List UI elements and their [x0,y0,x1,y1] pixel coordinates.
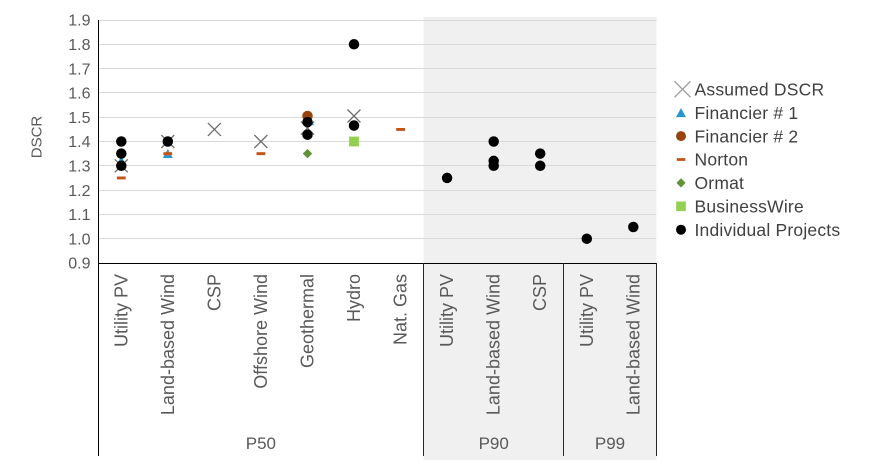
svg-text:1.5: 1.5 [68,110,90,127]
svg-text:Assumed DSCR: Assumed DSCR [695,80,825,100]
svg-text:P90: P90 [479,434,509,453]
svg-text:Norton: Norton [695,150,749,170]
svg-text:Individual Projects: Individual Projects [695,220,841,240]
svg-text:1.2: 1.2 [68,183,90,200]
svg-text:Financier # 1: Financier # 1 [695,103,799,123]
svg-text:Geothermal: Geothermal [298,274,318,368]
svg-text:CSP: CSP [204,274,224,311]
svg-text:Hydro: Hydro [344,274,364,322]
svg-text:1.0: 1.0 [68,231,90,248]
svg-text:Financier # 2: Financier # 2 [695,126,799,146]
svg-text:0.9: 0.9 [68,256,90,273]
svg-text:Offshore Wind: Offshore Wind [251,274,271,389]
svg-text:Nat. Gas: Nat. Gas [391,274,411,345]
svg-text:1.7: 1.7 [68,61,90,78]
svg-text:1.9: 1.9 [68,13,90,30]
svg-text:1.3: 1.3 [68,159,90,176]
svg-text:P50: P50 [246,434,276,453]
svg-text:1.8: 1.8 [68,37,90,54]
svg-text:BusinessWire: BusinessWire [695,197,804,217]
svg-text:1.1: 1.1 [68,207,90,224]
svg-text:1.4: 1.4 [68,134,90,151]
svg-text:Utility PV: Utility PV [437,274,457,347]
svg-text:Land-based Wind: Land-based Wind [484,274,504,415]
svg-text:Utility PV: Utility PV [111,274,131,347]
svg-text:Land-based Wind: Land-based Wind [623,274,643,415]
svg-text:1.6: 1.6 [68,86,90,103]
svg-text:Utility PV: Utility PV [577,274,597,347]
svg-text:P99: P99 [595,434,625,453]
svg-text:CSP: CSP [530,274,550,311]
svg-text:DSCR: DSCR [29,116,46,159]
svg-text:Land-based Wind: Land-based Wind [158,274,178,415]
svg-text:Ormat: Ormat [695,173,745,193]
